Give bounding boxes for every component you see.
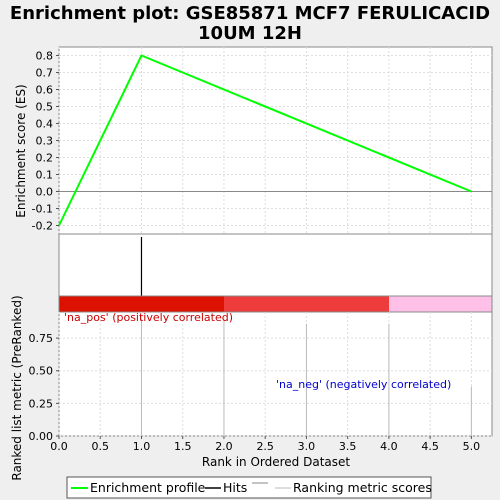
x-tick-label: 0.5 bbox=[91, 440, 109, 453]
annotation-positive: 'na_pos' (positively correlated) bbox=[64, 311, 233, 324]
es-y-axis-label: Enrichment score (ES) bbox=[14, 84, 28, 217]
x-tick-label: 1.0 bbox=[133, 440, 151, 453]
correlation-color-band bbox=[58, 295, 493, 313]
metric-y-tick-label: 0.50 bbox=[29, 365, 54, 378]
x-tick-label: 3.0 bbox=[298, 440, 316, 453]
es-y-tick-label: 0.5 bbox=[36, 101, 54, 114]
band-positive-light bbox=[224, 296, 389, 312]
x-tick-label: 4.5 bbox=[421, 440, 439, 453]
hits-panel bbox=[58, 233, 493, 297]
chart-title-line1: Enrichment plot: GSE85871 MCF7 FERULICAC… bbox=[10, 3, 490, 24]
es-y-tick-label: 0.0 bbox=[36, 186, 54, 199]
es-y-tick-label: 0.1 bbox=[36, 169, 54, 182]
x-tick-label: 2.5 bbox=[256, 440, 274, 453]
metric-y-tick-label: 0.00 bbox=[29, 430, 54, 443]
band-positive-strong bbox=[59, 296, 224, 312]
es-y-tick-label: -0.1 bbox=[32, 203, 53, 216]
metric-y-tick-label: 0.25 bbox=[29, 397, 54, 410]
legend-hits-label: Hits bbox=[223, 480, 247, 495]
chart-title-line2: 10UM 12H bbox=[198, 23, 302, 44]
x-tick-label: 1.5 bbox=[174, 440, 192, 453]
x-tick-labels: 0.0 0.5 1.0 1.5 2.0 2.5 3.0 3.5 4.0 4.5 5.0 bbox=[50, 436, 480, 453]
es-y-tick-label: 0.7 bbox=[36, 67, 54, 80]
x-tick-label: 4.0 bbox=[380, 440, 398, 453]
metric-y-tick-labels: 0.00 0.25 0.50 0.75 bbox=[29, 332, 59, 443]
metric-y-axis-label: Ranked list metric (PreRanked) bbox=[10, 295, 24, 480]
metric-panel bbox=[58, 311, 493, 437]
legend-profile-label: Enrichment profile bbox=[90, 480, 206, 495]
band-negative bbox=[389, 296, 492, 312]
es-y-tick-label: 0.3 bbox=[36, 135, 54, 148]
x-axis-label: Rank in Ordered Dataset bbox=[202, 455, 350, 469]
x-tick-label: 2.0 bbox=[215, 440, 233, 453]
metric-y-tick-label: 0.75 bbox=[29, 332, 54, 345]
legend-box bbox=[66, 476, 432, 499]
es-y-tick-label: 0.6 bbox=[36, 84, 54, 97]
es-y-tick-label: 0.8 bbox=[36, 50, 54, 63]
annotation-negative: 'na_neg' (negatively correlated) bbox=[276, 378, 451, 391]
es-y-tick-label: 0.2 bbox=[36, 152, 54, 165]
es-y-tick-label: 0.4 bbox=[36, 118, 54, 131]
es-y-tick-labels: -0.2 -0.1 0.0 0.1 0.2 0.3 0.4 0.5 0.6 0.7 0.8 bbox=[32, 50, 59, 233]
enrichment-profile-line bbox=[58, 54, 472, 226]
metric-bars bbox=[140, 318, 472, 436]
legend-metric-label: Ranking metric scores bbox=[293, 480, 432, 495]
legend: Enrichment profile Hits Ranking metric s… bbox=[66, 476, 432, 499]
x-tick-label: 5.0 bbox=[463, 440, 481, 453]
x-tick-label: 3.5 bbox=[339, 440, 357, 453]
x-tick-label: 0.0 bbox=[50, 440, 68, 453]
es-y-tick-label: -0.2 bbox=[32, 220, 53, 233]
